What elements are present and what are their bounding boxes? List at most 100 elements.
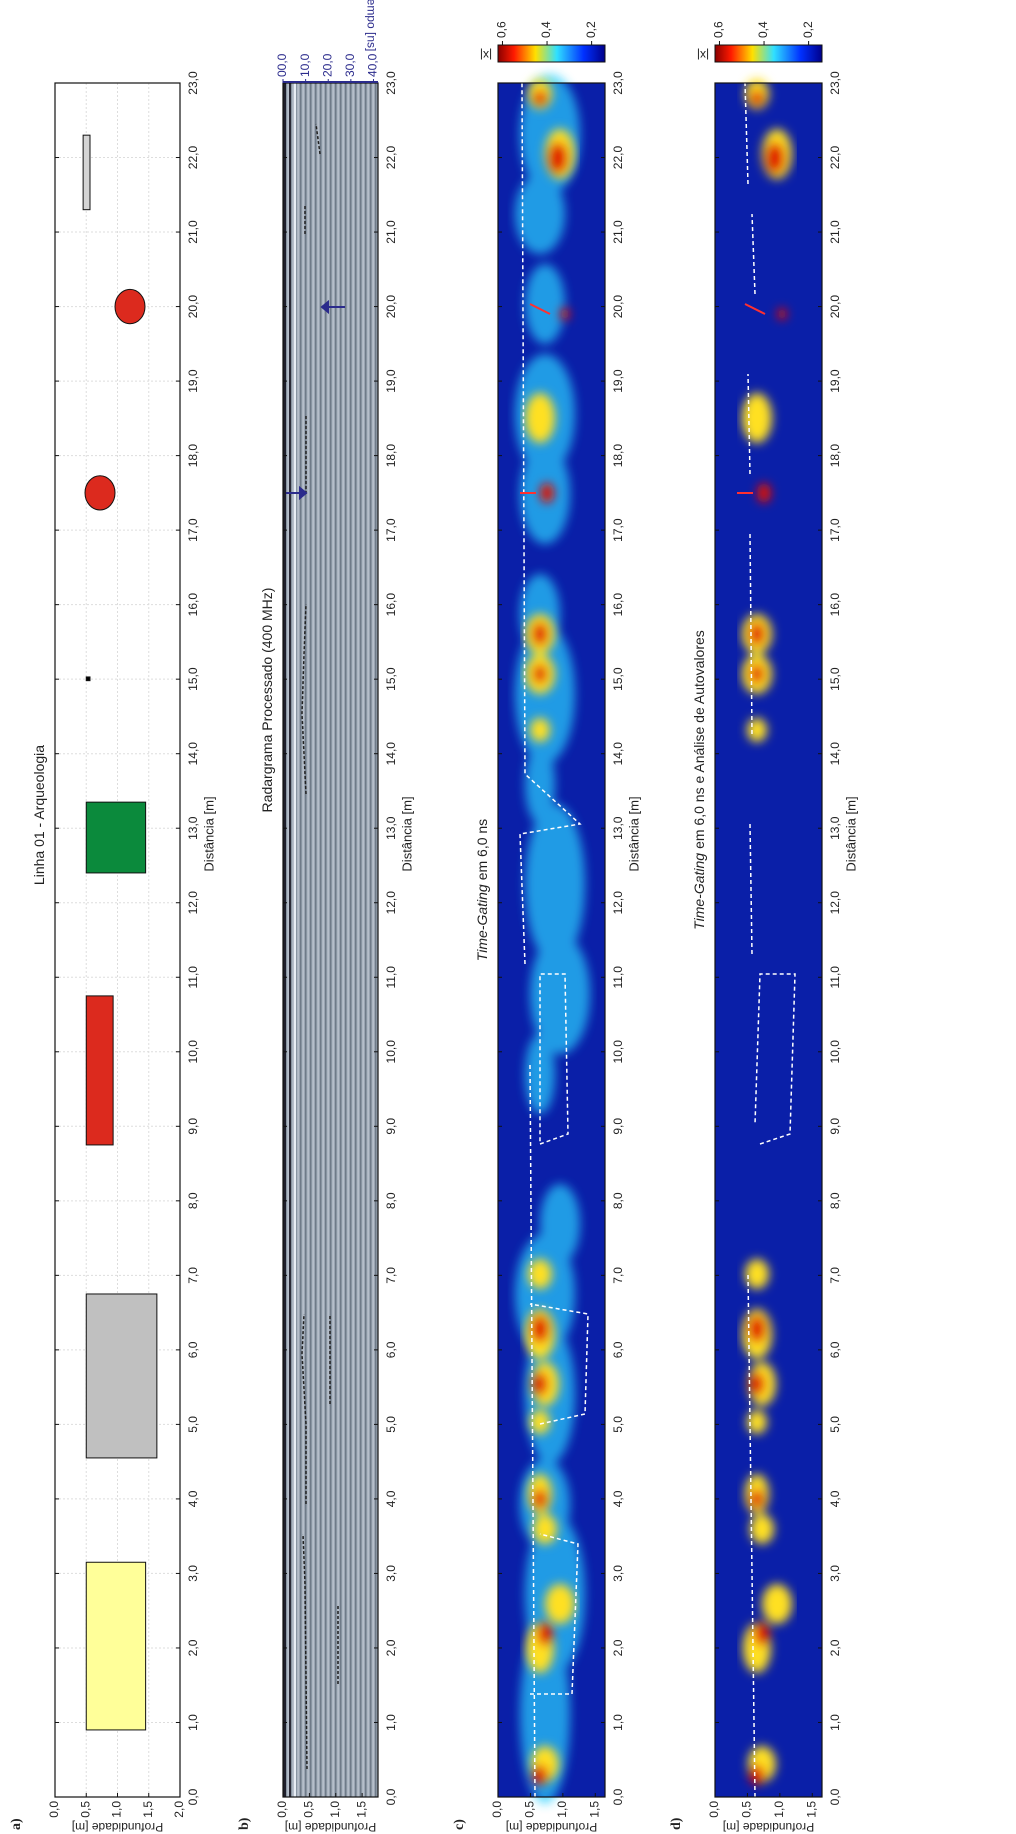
x-tick-label: 18,0: [828, 444, 842, 468]
x-tick-label: 15,0: [611, 667, 625, 691]
panel-title: Time-Gating em 6,0 ns e Análise de Autova…: [691, 630, 707, 930]
colorbar-tick-label: 0,4: [756, 21, 770, 38]
title-text: Linha 01 - Arqueologia: [31, 745, 47, 885]
buried-object: [85, 995, 114, 1146]
y-tick-label: 1,0: [110, 1801, 124, 1818]
colorbar-tick-label: 0,6: [495, 21, 509, 38]
x-tick-label: 9,0: [384, 1118, 398, 1135]
panel-title: Radargrama Processado (400 MHz): [259, 588, 275, 813]
x-tick-label: 1,0: [828, 1714, 842, 1731]
x-tick-label: 18,0: [186, 444, 200, 468]
time-tick-label: 40,0: [366, 53, 380, 77]
x-tick-label: 16,0: [186, 593, 200, 617]
x-tick-label: 7,0: [828, 1267, 842, 1284]
x-tick-label: 3,0: [186, 1565, 200, 1582]
x-tick-label: 5,0: [828, 1416, 842, 1433]
x-tick-label: 4,0: [186, 1490, 200, 1507]
x-tick-label: 6,0: [384, 1341, 398, 1358]
y-axis-label: Profundidade [m]: [285, 1820, 376, 1834]
time-tick-label: 20,0: [320, 53, 334, 77]
y-tick-label: 1,0: [555, 1801, 569, 1818]
x-tick-label: 21,0: [611, 220, 625, 244]
x-tick-label: 15,0: [384, 667, 398, 691]
x-tick-label: 7,0: [384, 1267, 398, 1284]
x-tick-label: 11,0: [611, 966, 625, 989]
x-tick-label: 6,0: [828, 1341, 842, 1358]
x-tick-label: 11,0: [384, 966, 398, 989]
plot-frame: [714, 82, 823, 1798]
x-axis-label: Distância [m]: [626, 796, 641, 871]
panel-label: b): [237, 1817, 252, 1830]
x-tick-label: 13,0: [384, 816, 398, 840]
colorbar-tick-label: 0,6: [712, 21, 726, 38]
x-tick-label: 16,0: [384, 593, 398, 617]
y-tick-label: 0,0: [490, 1801, 504, 1818]
x-axis-label: Distância [m]: [399, 796, 414, 871]
y-tick-label: 1,5: [141, 1801, 155, 1818]
x-tick-label: 17,0: [186, 518, 200, 542]
buried-object: [82, 134, 91, 211]
x-tick-label: 21,0: [828, 220, 842, 244]
y-axis-label: Profundidade [m]: [72, 1820, 163, 1834]
title-text: Radargrama Processado (400 MHz): [259, 588, 275, 813]
x-tick-label: 20,0: [186, 295, 200, 319]
x-tick-label: 22,0: [828, 146, 842, 170]
title-italic: Time-Gating: [474, 884, 490, 961]
x-tick-label: 18,0: [384, 444, 398, 468]
x-tick-label: 1,0: [186, 1714, 200, 1731]
x-tick-label: 8,0: [828, 1192, 842, 1209]
x-tick-label: 15,0: [828, 667, 842, 691]
x-tick-label: 0,0: [611, 1788, 625, 1805]
y-axis-label: Profundidade [m]: [723, 1820, 814, 1834]
y-tick-label: 0,5: [78, 1801, 92, 1818]
x-tick-label: 14,0: [384, 742, 398, 766]
x-tick-label: 19,0: [186, 369, 200, 393]
panel-label: c): [452, 1819, 467, 1830]
x-tick-label: 14,0: [828, 742, 842, 766]
x-tick-label: 22,0: [384, 146, 398, 170]
time-tick-label: 00,0: [275, 53, 289, 77]
x-tick-label: 2,0: [186, 1639, 200, 1656]
x-tick-label: 4,0: [384, 1490, 398, 1507]
x-tick-label: 10,0: [611, 1040, 625, 1064]
title-text: em 6,0 ns e Análise de Autovalores: [691, 630, 707, 849]
x-tick-label: 7,0: [186, 1267, 200, 1284]
y-tick-label: 0,0: [275, 1801, 289, 1818]
x-tick-label: 22,0: [611, 146, 625, 170]
colorbar: [497, 44, 606, 63]
x-tick-label: 12,0: [828, 891, 842, 915]
panel-title: Time-Gating em 6,0 ns: [474, 819, 490, 961]
x-tick-label: 1,0: [611, 1714, 625, 1731]
panel-label: a): [9, 1818, 24, 1830]
x-tick-label: 13,0: [828, 816, 842, 840]
x-tick-label: 2,0: [828, 1639, 842, 1656]
title-text: em 6,0 ns: [474, 819, 490, 880]
x-axis-label: Distância [m]: [843, 796, 858, 871]
x-tick-label: 5,0: [186, 1416, 200, 1433]
x-tick-label: 0,0: [186, 1788, 200, 1805]
y-tick-label: 0,0: [47, 1801, 61, 1818]
x-tick-label: 13,0: [611, 816, 625, 840]
x-tick-label: 19,0: [384, 369, 398, 393]
y-tick-label: 1,5: [354, 1801, 368, 1818]
panel-label: d): [669, 1817, 684, 1830]
x-tick-label: 17,0: [611, 518, 625, 542]
x-tick-label: 10,0: [828, 1040, 842, 1064]
x-tick-label: 8,0: [384, 1192, 398, 1209]
x-tick-label: 17,0: [828, 518, 842, 542]
x-tick-label: 20,0: [384, 295, 398, 319]
y-tick-label: 1,5: [587, 1801, 601, 1818]
x-axis-label: Distância [m]: [201, 796, 216, 871]
heatmap-image: [715, 79, 822, 1798]
colorbar-tick-label: 0,2: [584, 21, 598, 38]
x-tick-label: 4,0: [828, 1490, 842, 1507]
panel-title: Linha 01 - Arqueologia: [31, 745, 47, 885]
x-tick-label: 4,0: [611, 1490, 625, 1507]
x-tick-label: 9,0: [186, 1118, 200, 1135]
x-tick-label: 12,0: [611, 891, 625, 915]
x-tick-label: 6,0: [186, 1341, 200, 1358]
x-tick-label: 22,0: [186, 146, 200, 170]
x-tick-label: 23,0: [828, 71, 842, 95]
x-tick-label: 23,0: [384, 71, 398, 95]
